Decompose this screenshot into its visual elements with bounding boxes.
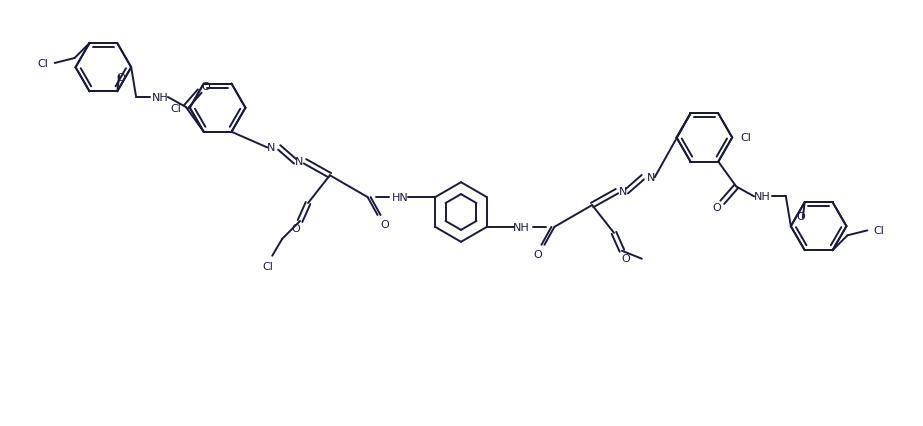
Text: N: N (267, 143, 275, 153)
Text: Cl: Cl (740, 133, 751, 143)
Text: NH: NH (754, 192, 771, 202)
Text: N: N (618, 187, 627, 197)
Text: NH: NH (151, 93, 168, 103)
Text: N: N (646, 173, 655, 183)
Text: HN: HN (392, 193, 409, 203)
Text: O: O (712, 203, 721, 213)
Text: O: O (533, 249, 542, 259)
Text: N: N (294, 157, 304, 167)
Text: O: O (797, 211, 805, 222)
Text: O: O (201, 82, 210, 92)
Text: Cl: Cl (171, 104, 181, 113)
Text: O: O (292, 223, 301, 233)
Text: Cl: Cl (263, 261, 274, 271)
Text: Cl: Cl (37, 59, 48, 69)
Text: O: O (621, 253, 630, 263)
Text: O: O (117, 73, 126, 83)
Text: NH: NH (513, 222, 530, 232)
Text: O: O (380, 219, 389, 229)
Text: Cl: Cl (874, 226, 884, 236)
